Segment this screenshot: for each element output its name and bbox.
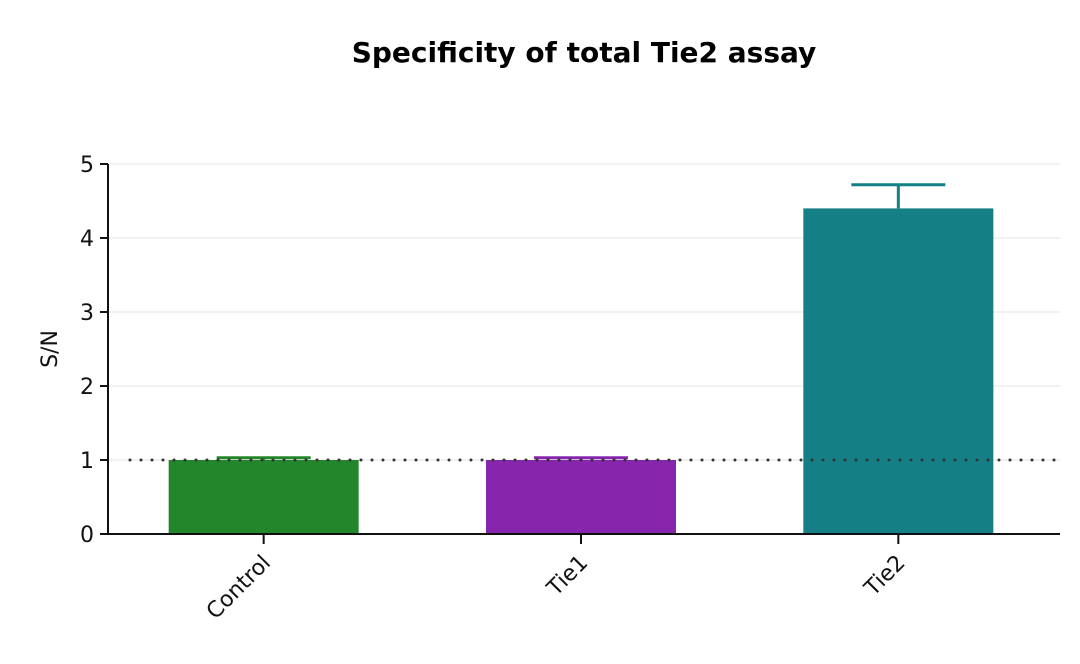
y-axis-label: S/N xyxy=(38,330,63,368)
x-tick-label: Tie1 xyxy=(542,551,593,602)
y-tick-label: 3 xyxy=(80,301,94,326)
chart-title: Specificity of total Tie2 assay xyxy=(352,36,817,69)
bar-tie2 xyxy=(803,208,994,534)
y-tick-label: 0 xyxy=(80,523,94,548)
bar-tie1 xyxy=(486,460,676,534)
y-tick-label: 2 xyxy=(80,375,94,400)
y-tick-label: 5 xyxy=(80,153,94,178)
bar-control xyxy=(168,460,359,534)
y-tick-label: 1 xyxy=(80,449,94,474)
x-tick-label: Control xyxy=(202,551,276,625)
y-tick-label: 4 xyxy=(80,227,94,252)
x-tick-label: Tie2 xyxy=(859,551,910,602)
